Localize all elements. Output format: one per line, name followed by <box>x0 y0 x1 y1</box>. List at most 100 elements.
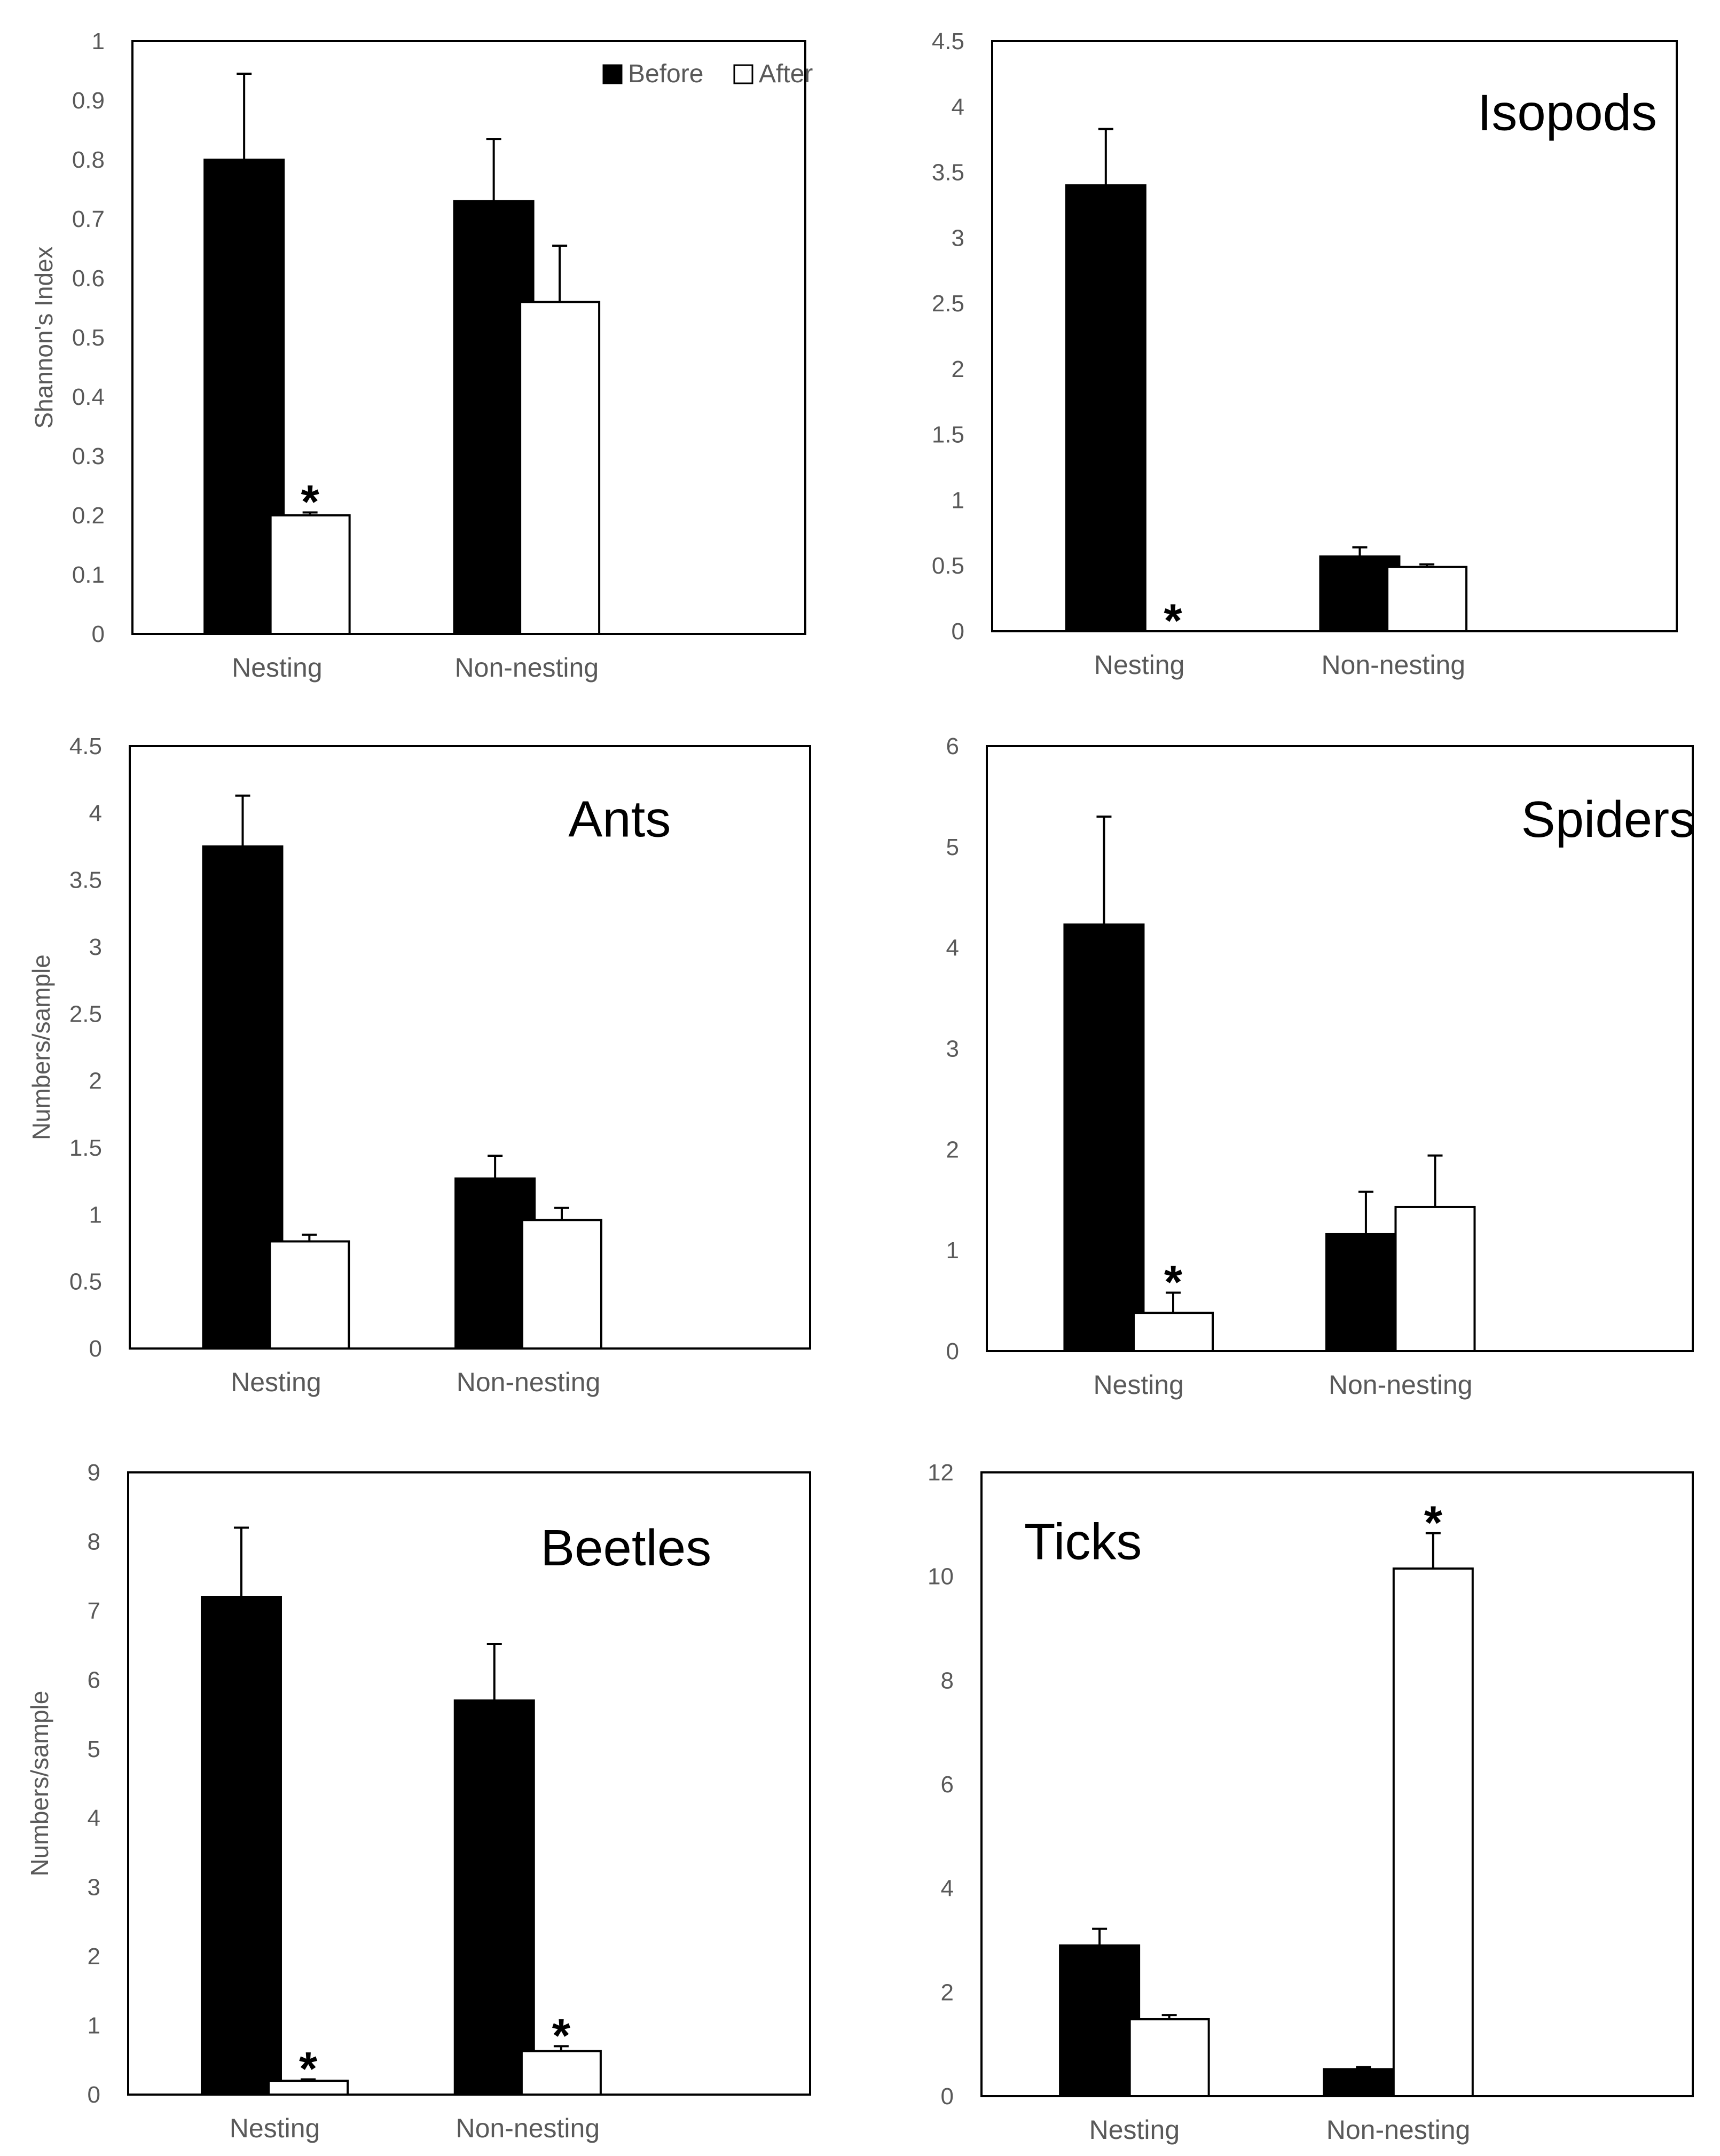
bar-after-nesting <box>269 514 351 635</box>
y-tick-label: 2.5 <box>69 1001 102 1027</box>
y-tick-label: 8 <box>941 1667 954 1694</box>
x-category-label: Non-nesting <box>1326 2115 1471 2145</box>
chart-panel-4: 0 1 2 3 4 5 6 Nesting Non-nesting * Spiders <box>946 733 1695 1400</box>
y-tick-label: 0.6 <box>72 265 105 292</box>
chart-panel-5: 0 1 2 3 4 5 6 7 8 9 Nesting Non-nesting * * Beetles Num… <box>26 1460 811 2143</box>
bar-before-non-nesting <box>1323 2068 1404 2098</box>
panel-title: Beetles <box>540 1519 711 1577</box>
y-tick-label: 7 <box>88 1598 100 1624</box>
bar-after-non-nesting <box>521 1219 602 1350</box>
y-tick-label: 0.8 <box>72 147 105 173</box>
y-tick-label: 2 <box>89 1068 102 1094</box>
bar-before-non-nesting <box>1325 1233 1407 1353</box>
y-tick-label: 0.5 <box>69 1269 102 1295</box>
bar-after-non-nesting <box>1386 566 1468 632</box>
bar-before-nesting <box>1063 923 1145 1352</box>
significance-star: * <box>1164 594 1182 647</box>
y-tick-label: 1 <box>89 1202 102 1228</box>
chart-panel-1: 0 0.1 0.2 0.3 0.4 0.5 0.6 0.7 0.8 0.9 1 Nesting Non-… <box>30 28 813 683</box>
y-tick-label: 4 <box>946 935 959 961</box>
y-tick-label: 1 <box>88 2013 100 2039</box>
bar-before-nesting <box>200 1596 282 2096</box>
y-tick-label: 4.5 <box>932 28 964 54</box>
x-category-label: Nesting <box>232 653 323 683</box>
significance-star: * <box>299 2042 318 2095</box>
y-tick-label: 4 <box>941 1876 954 1902</box>
panel-title: Ants <box>568 790 671 848</box>
x-category-label: Nesting <box>230 2113 320 2143</box>
y-tick-label: 5 <box>946 834 959 860</box>
x-category-label: Nesting <box>1094 650 1185 680</box>
y-tick-label: 5 <box>88 1736 100 1762</box>
x-category-label: Non-nesting <box>456 2113 600 2143</box>
y-tick-label: 0.5 <box>72 325 105 351</box>
significance-star: * <box>301 475 320 528</box>
y-tick-label: 4 <box>952 94 964 120</box>
y-tick-label: 9 <box>88 1460 100 1486</box>
bar-after-non-nesting <box>519 301 601 635</box>
y-tick-label: 2 <box>946 1136 959 1163</box>
y-tick-label: 12 <box>928 1460 954 1486</box>
y-tick-label: 0.1 <box>72 562 105 588</box>
y-tick-label: 0.4 <box>72 384 105 410</box>
y-tick-label: 0 <box>88 2082 100 2108</box>
chart-panel-6: 0 2 4 6 8 10 12 Nesting Non-nesting * Ticks <box>928 1460 1694 2145</box>
significance-star: * <box>1424 1496 1443 1549</box>
panel-title: Ticks <box>1024 1513 1142 1570</box>
x-category-label: Non-nesting <box>1329 1370 1473 1400</box>
bar-after-non-nesting <box>1394 1205 1476 1352</box>
legend-label: Before <box>628 60 703 88</box>
y-tick-label: 3.5 <box>69 867 102 893</box>
y-tick-label: 1 <box>952 487 964 513</box>
y-tick-label: 0.2 <box>72 503 105 529</box>
y-tick-label: 6 <box>88 1667 100 1693</box>
y-tick-label: 3 <box>88 1875 100 1901</box>
x-category-label: Non-nesting <box>455 653 599 683</box>
chart-panel-2: 0 0.5 1 1.5 2 2.5 3 3.5 4 4.5 Nesting Non-nesting * I… <box>932 28 1678 680</box>
y-tick-label: 0.3 <box>72 443 105 469</box>
panel-title: Isopods <box>1478 84 1657 142</box>
y-tick-label: 2 <box>952 356 964 382</box>
y-axis-label: Shannon's Index <box>30 246 58 428</box>
y-tick-label: 1 <box>92 28 105 54</box>
y-tick-label: 1.5 <box>932 422 964 448</box>
bar-after-nesting <box>1133 1312 1214 1353</box>
bar-before-nesting <box>1065 184 1146 633</box>
y-tick-label: 0 <box>946 1338 959 1365</box>
y-tick-label: 3.5 <box>932 160 964 186</box>
y-tick-label: 1.5 <box>69 1135 102 1161</box>
y-axis-label: Numbers/sample <box>26 1691 53 1877</box>
panel-title: Spiders <box>1521 791 1695 848</box>
y-tick-label: 2 <box>88 1943 100 1970</box>
x-category-label: Non-nesting <box>1321 650 1465 680</box>
legend-swatch-before <box>602 64 623 84</box>
y-tick-label: 0.9 <box>72 88 105 114</box>
y-tick-label: 3 <box>946 1036 959 1062</box>
y-tick-label: 6 <box>946 733 959 759</box>
bar-before-non-nesting <box>453 1699 535 2096</box>
chart-panel-3: 0 0.5 1 1.5 2 2.5 3 3.5 4 4.5 Nesting Non-nesting An… <box>27 733 811 1397</box>
y-tick-label: 3 <box>952 225 964 251</box>
y-tick-label: 10 <box>928 1564 954 1590</box>
y-tick-label: 2.5 <box>932 291 964 317</box>
legend-label: After <box>759 60 813 88</box>
y-tick-label: 6 <box>941 1771 954 1798</box>
y-tick-label: 0 <box>941 2083 954 2110</box>
x-category-label: Non-nesting <box>457 1367 601 1397</box>
x-category-label: Nesting <box>1093 1370 1184 1400</box>
y-tick-label: 3 <box>89 934 102 960</box>
y-tick-label: 2 <box>941 1979 954 2005</box>
bar-after-non-nesting <box>1392 1567 1474 2097</box>
legend-swatch-after <box>733 64 753 84</box>
y-tick-label: 0.7 <box>72 206 105 232</box>
legend: Before After <box>602 60 813 88</box>
y-tick-label: 0 <box>92 621 105 647</box>
significance-star: * <box>1164 1255 1183 1308</box>
y-tick-label: 1 <box>946 1237 959 1264</box>
y-tick-label: 4 <box>89 800 102 826</box>
y-tick-label: 0 <box>952 618 964 645</box>
bar-after-nesting <box>269 1240 350 1350</box>
bar-before-nesting <box>1059 1944 1141 2098</box>
y-tick-label: 4 <box>88 1805 100 1831</box>
